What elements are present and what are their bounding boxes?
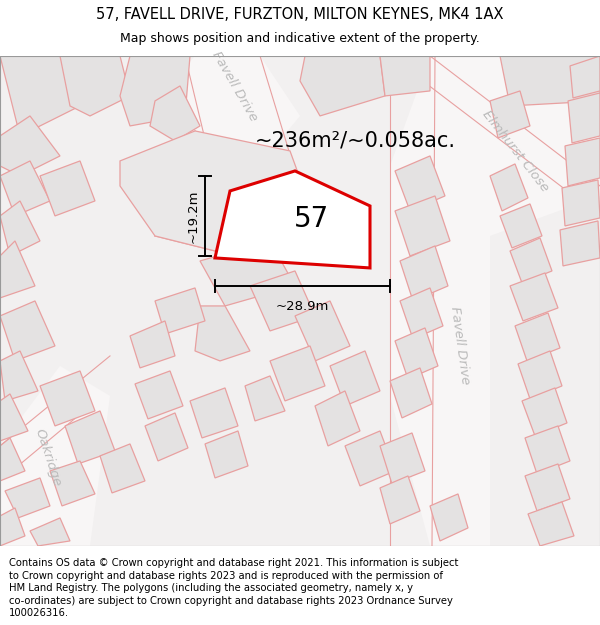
Polygon shape xyxy=(430,56,600,236)
Polygon shape xyxy=(0,241,35,298)
Polygon shape xyxy=(315,391,360,446)
Text: Favell Drive: Favell Drive xyxy=(210,49,260,123)
Polygon shape xyxy=(120,131,310,256)
Polygon shape xyxy=(50,461,95,506)
Polygon shape xyxy=(395,156,445,211)
Polygon shape xyxy=(515,313,560,361)
Polygon shape xyxy=(65,411,115,464)
Text: to Crown copyright and database rights 2023 and is reproduced with the permissio: to Crown copyright and database rights 2… xyxy=(9,571,443,581)
Polygon shape xyxy=(518,351,562,399)
Polygon shape xyxy=(270,346,325,401)
Polygon shape xyxy=(380,56,430,96)
Text: 57: 57 xyxy=(293,205,329,232)
Polygon shape xyxy=(0,201,40,256)
Polygon shape xyxy=(345,431,395,486)
Polygon shape xyxy=(0,394,28,441)
Polygon shape xyxy=(510,273,558,321)
Polygon shape xyxy=(0,438,25,481)
Polygon shape xyxy=(150,86,200,141)
Polygon shape xyxy=(390,368,432,418)
Polygon shape xyxy=(100,444,145,493)
Polygon shape xyxy=(528,502,574,546)
Polygon shape xyxy=(60,56,130,116)
Polygon shape xyxy=(560,221,600,266)
Polygon shape xyxy=(215,171,370,268)
Polygon shape xyxy=(40,371,95,426)
Polygon shape xyxy=(145,413,188,461)
Polygon shape xyxy=(120,56,190,126)
Polygon shape xyxy=(395,328,438,379)
Polygon shape xyxy=(525,426,570,474)
Polygon shape xyxy=(250,271,315,331)
Polygon shape xyxy=(0,508,25,546)
Polygon shape xyxy=(390,56,490,546)
Polygon shape xyxy=(500,204,542,248)
Text: ~28.9m: ~28.9m xyxy=(276,300,329,313)
Polygon shape xyxy=(490,91,530,138)
Polygon shape xyxy=(155,288,205,334)
Polygon shape xyxy=(510,238,552,283)
Polygon shape xyxy=(522,388,567,436)
Polygon shape xyxy=(0,161,50,216)
Polygon shape xyxy=(130,321,175,368)
Polygon shape xyxy=(40,161,95,216)
Polygon shape xyxy=(562,180,600,226)
Polygon shape xyxy=(380,476,420,524)
Text: co-ordinates) are subject to Crown copyright and database rights 2023 Ordnance S: co-ordinates) are subject to Crown copyr… xyxy=(9,596,453,606)
Polygon shape xyxy=(500,56,600,106)
Text: Elmhurst Close: Elmhurst Close xyxy=(479,107,551,194)
Polygon shape xyxy=(570,56,600,98)
Polygon shape xyxy=(135,371,183,419)
Polygon shape xyxy=(30,518,70,546)
Text: HM Land Registry. The polygons (including the associated geometry, namely x, y: HM Land Registry. The polygons (includin… xyxy=(9,583,413,593)
Polygon shape xyxy=(0,366,110,546)
Polygon shape xyxy=(205,431,248,478)
Polygon shape xyxy=(195,306,250,361)
Polygon shape xyxy=(190,388,238,438)
Polygon shape xyxy=(430,494,468,541)
Polygon shape xyxy=(565,138,600,186)
Polygon shape xyxy=(0,56,80,136)
Polygon shape xyxy=(0,351,38,401)
Polygon shape xyxy=(380,433,425,484)
Text: Oakridge: Oakridge xyxy=(32,428,64,489)
Polygon shape xyxy=(490,164,528,211)
Polygon shape xyxy=(245,376,285,421)
Polygon shape xyxy=(5,478,50,518)
Polygon shape xyxy=(525,464,570,511)
Polygon shape xyxy=(0,301,55,361)
Polygon shape xyxy=(0,116,60,176)
Text: 57, FAVELL DRIVE, FURZTON, MILTON KEYNES, MK4 1AX: 57, FAVELL DRIVE, FURZTON, MILTON KEYNES… xyxy=(96,7,504,22)
Polygon shape xyxy=(295,301,350,361)
Polygon shape xyxy=(568,93,600,143)
Polygon shape xyxy=(160,56,300,176)
Text: ~236m²/~0.058ac.: ~236m²/~0.058ac. xyxy=(255,131,456,151)
Text: Map shows position and indicative extent of the property.: Map shows position and indicative extent… xyxy=(120,31,480,44)
Polygon shape xyxy=(400,246,448,301)
Text: Favell Drive: Favell Drive xyxy=(448,306,472,386)
Text: Contains OS data © Crown copyright and database right 2021. This information is : Contains OS data © Crown copyright and d… xyxy=(9,558,458,568)
Polygon shape xyxy=(300,56,385,116)
Text: 100026316.: 100026316. xyxy=(9,609,69,619)
Polygon shape xyxy=(200,241,295,306)
Text: ~19.2m: ~19.2m xyxy=(187,189,200,242)
Polygon shape xyxy=(400,288,443,339)
Polygon shape xyxy=(395,196,450,256)
Polygon shape xyxy=(330,351,380,406)
